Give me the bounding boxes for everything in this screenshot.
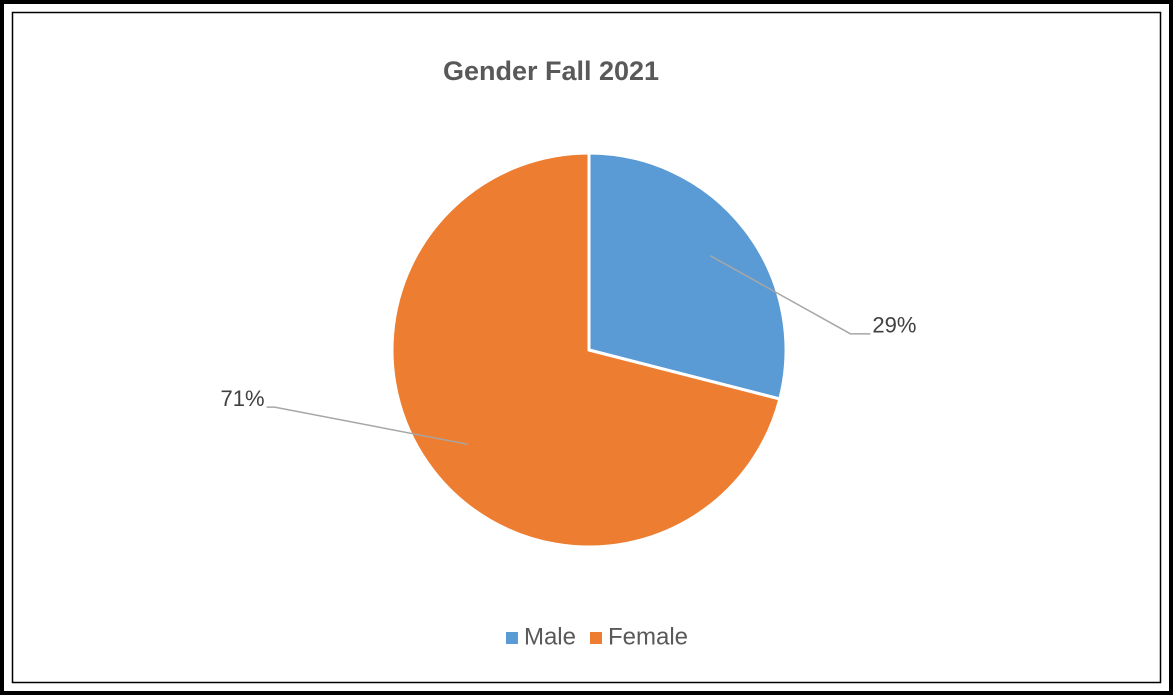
legend-label: Male — [524, 623, 576, 650]
legend-swatch — [505, 632, 518, 644]
pie-slice — [587, 151, 788, 401]
leader-line — [710, 255, 871, 335]
inner-border — [11, 11, 1162, 684]
data-label: 29% — [872, 313, 916, 338]
chart-title: Gender Fall 2021 — [443, 56, 659, 86]
legend-swatch — [590, 632, 602, 644]
leader-line — [266, 406, 468, 445]
pie-slice — [390, 151, 782, 549]
data-label: 71% — [221, 386, 265, 411]
legend: Male Female — [505, 623, 688, 650]
legend-label: Female — [608, 623, 688, 650]
